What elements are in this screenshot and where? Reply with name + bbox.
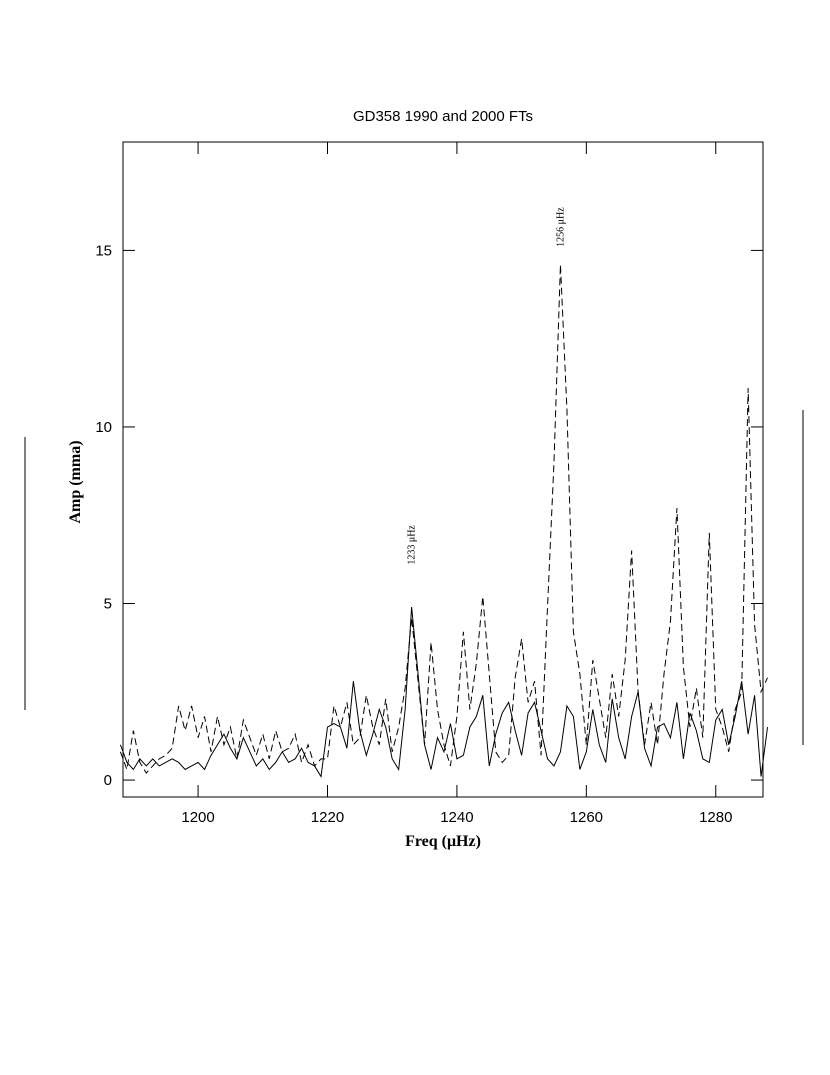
annotation: 1233 μHz	[407, 525, 418, 565]
series-line	[119, 264, 768, 774]
chart-title: GD358 1990 and 2000 FTs	[353, 108, 533, 125]
x-tick-label: 1200	[181, 809, 214, 826]
x-tick-label: 1260	[570, 809, 603, 826]
y-axis-label: Amp (mma)	[67, 440, 84, 523]
y-tick-label: 0	[104, 772, 112, 789]
y-tick-label: 10	[95, 419, 112, 436]
x-tick-label: 1240	[440, 809, 473, 826]
y-tick-label: 15	[95, 242, 112, 259]
annotation: 1256 μHz	[555, 207, 566, 247]
plot-frame	[122, 141, 764, 798]
x-tick-label: 1280	[699, 809, 732, 826]
series-line	[119, 606, 769, 778]
x-tick-label: 1220	[311, 809, 344, 826]
x-axis-label: Freq (μHz)	[405, 833, 481, 850]
y-tick-label: 5	[104, 596, 112, 613]
